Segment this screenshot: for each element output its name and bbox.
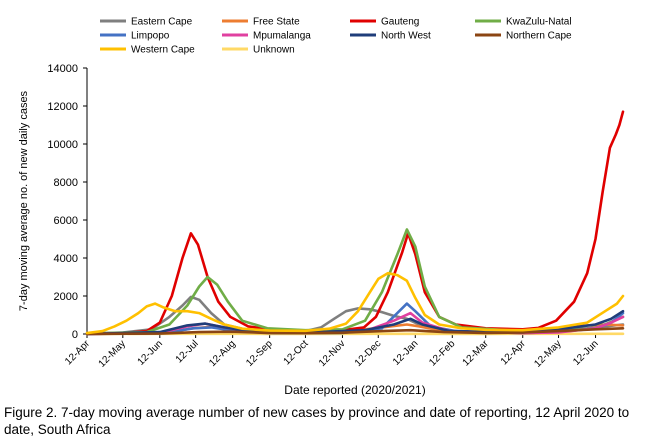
legend-label-gauteng: Gauteng — [381, 17, 419, 28]
y-tick-label: 14000 — [47, 63, 78, 75]
legend-label-north-west: North West — [381, 31, 431, 42]
x-tick-label: 12-Aug — [207, 338, 238, 369]
x-tick-label: 12-Jul — [174, 338, 201, 365]
series-line-northern-cape — [85, 326, 625, 336]
x-tick-label: 12-Jun — [136, 338, 165, 367]
legend-label-western-cape: Western Cape — [131, 45, 195, 56]
x-tick-label: 12-May — [97, 338, 128, 369]
legend-label-eastern-cape: Eastern Cape — [131, 17, 193, 28]
y-tick-label: 4000 — [54, 253, 78, 265]
y-tick-label: 8000 — [54, 177, 78, 189]
y-tick-label: 12000 — [47, 101, 78, 113]
y-tick-label: 0 — [72, 329, 78, 341]
legend-label-northern-cape: Northern Cape — [506, 31, 572, 42]
x-tick-label: 12-Jun — [571, 338, 600, 367]
x-tick-label: 12-Apr — [499, 338, 528, 367]
x-tick-label: 12-May — [532, 338, 563, 369]
figure-caption: Figure 2. 7-day moving average number of… — [4, 405, 630, 437]
series-line-gauteng — [85, 110, 625, 335]
x-tick-label: 12-Apr — [63, 338, 92, 367]
x-tick-label: 12-Mar — [461, 338, 492, 369]
legend-label-kwazulu-natal: KwaZulu-Natal — [506, 17, 572, 28]
x-tick-label: 12-Nov — [317, 338, 348, 369]
x-tick-label: 12-Oct — [282, 338, 311, 367]
y-tick-label: 10000 — [47, 139, 78, 151]
y-axis-label: 7-day moving average no. of new daily ca… — [18, 90, 30, 311]
series-line-western-cape — [85, 271, 625, 335]
y-tick-label: 6000 — [54, 215, 78, 227]
legend-label-free-state: Free State — [253, 17, 300, 28]
series-line-north-west — [85, 309, 625, 336]
y-tick-label: 2000 — [54, 291, 78, 303]
x-tick-label: 12-Jan — [391, 338, 420, 367]
x-tick-label: 12-Feb — [427, 338, 457, 368]
legend-label-mpumalanga: Mpumalanga — [253, 31, 311, 42]
legend-label-unknown: Unknown — [253, 45, 295, 56]
x-tick-label: 12-Dec — [353, 338, 384, 369]
legend-label-limpopo: Limpopo — [131, 31, 170, 42]
x-axis-label: Date reported (2020/2021) — [284, 383, 425, 397]
x-tick-label: 12-Sep — [244, 338, 275, 369]
